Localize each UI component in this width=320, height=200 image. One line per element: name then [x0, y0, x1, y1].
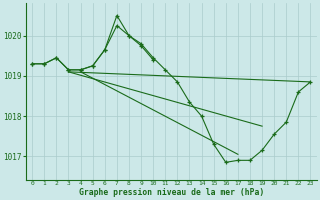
X-axis label: Graphe pression niveau de la mer (hPa): Graphe pression niveau de la mer (hPa) — [79, 188, 264, 197]
